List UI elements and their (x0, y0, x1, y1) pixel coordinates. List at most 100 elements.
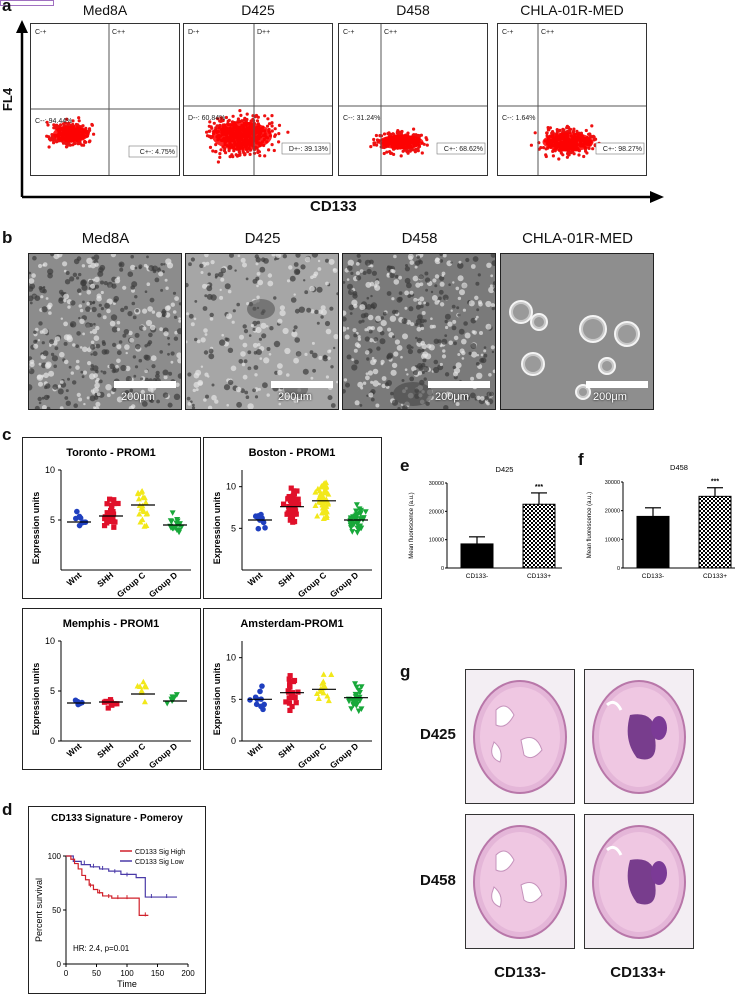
data-point (320, 678, 327, 685)
data-point (350, 514, 357, 520)
data-point (142, 499, 149, 505)
dot-series (72, 508, 89, 529)
category-label: Group C (115, 570, 147, 598)
data-point (258, 703, 264, 710)
data-point (289, 508, 295, 514)
data-point (74, 698, 81, 705)
quadrant-ul-label: D-+ (188, 29, 199, 36)
panel-label-c: c (2, 425, 12, 444)
data-point (287, 679, 293, 685)
data-point (111, 701, 117, 707)
data-point (107, 515, 113, 522)
data-point (76, 513, 83, 520)
data-point (259, 683, 265, 689)
data-point (111, 497, 117, 503)
micro-image: 200μm (500, 253, 654, 410)
data-point (285, 688, 291, 694)
micro-image: 200μm (342, 253, 496, 410)
legend-label: CD133 Sig Low (135, 859, 185, 866)
legend-label: CD133 Sig High (135, 849, 185, 856)
data-point (111, 524, 117, 530)
quadrant-lr-label: C+-: 68.62% (444, 146, 483, 153)
data-point (353, 684, 360, 691)
survival-y-tick: 0 (57, 960, 62, 969)
data-point (141, 682, 148, 689)
data-point (356, 689, 363, 696)
category-label: Group D (147, 570, 179, 598)
data-point (357, 525, 364, 531)
data-point (354, 521, 361, 528)
data-point (138, 489, 145, 495)
cell-texture (29, 254, 181, 409)
data-point (320, 671, 327, 677)
data-point (320, 689, 327, 696)
dot-series (247, 683, 267, 713)
data-point (169, 510, 176, 516)
data-point (353, 508, 360, 515)
data-point (104, 520, 110, 526)
data-point (291, 518, 298, 525)
scale-label: 200μm (278, 391, 312, 403)
data-point (141, 508, 148, 514)
data-point (286, 676, 292, 682)
bar-y-tick: 0 (441, 566, 444, 572)
bar-chart-title: D458 (670, 463, 688, 472)
data-point (108, 507, 114, 514)
flow-x-label: CD133 (310, 198, 357, 215)
category-label: Group C (115, 741, 147, 769)
data-point (110, 519, 117, 525)
data-point (262, 524, 268, 531)
dot-series (101, 496, 121, 530)
quadrant-ul-label: C-+ (502, 29, 513, 36)
data-point (358, 684, 365, 690)
survival-x-tick: 100 (120, 969, 134, 978)
dot-series (167, 510, 185, 536)
flow-plot-title: CHLA-01R-MED (520, 2, 624, 18)
panel-label-g: g (400, 662, 411, 681)
data-point (141, 698, 148, 705)
data-point (295, 496, 301, 502)
data-point (324, 499, 331, 506)
y-tick-label: 10 (45, 465, 55, 475)
category-label: SHH (276, 741, 296, 760)
cell-texture (509, 300, 640, 400)
data-point (293, 511, 299, 517)
dot-series (252, 511, 268, 532)
quadrant-ur-label: C++ (384, 29, 397, 36)
data-point (328, 671, 335, 677)
data-point (115, 500, 121, 507)
quadrant-ur-label: C++ (112, 29, 125, 36)
data-point (101, 522, 108, 529)
data-point (287, 707, 293, 714)
panel-label-f: f (578, 450, 584, 469)
category-label: SHH (276, 570, 296, 589)
data-point (174, 518, 181, 525)
bar-category-label: CD133+ (527, 573, 551, 580)
data-point (109, 502, 115, 508)
bar-y-tick: 20000 (605, 509, 620, 515)
data-point (291, 488, 297, 494)
data-point (169, 525, 176, 532)
bar (522, 503, 556, 569)
bar-chart-d458: D458 Mean fluorescence (a.u.) 0 10000 20000 3… (587, 463, 735, 580)
histology-section (465, 814, 575, 949)
data-point (140, 678, 147, 685)
flow-y-label: FL4 (0, 87, 16, 112)
data-point (137, 683, 144, 689)
survival-title: CD133 Signature - Pomeroy (51, 813, 183, 824)
data-point (353, 692, 360, 699)
bar-chart-d425: D425 Mean fluorescence (a.u.) 0 10000 20000 3… (409, 465, 562, 580)
y-tick-label: 0 (50, 736, 55, 746)
histology-column-label: CD133- (494, 964, 546, 981)
data-point (351, 700, 358, 707)
expression-title: Boston - PROM1 (249, 447, 336, 459)
expression-y-label: Expression units (31, 492, 41, 565)
flow-plot: C-+ C++ C--: 94.44% C+-: 4.75% (30, 23, 180, 176)
quadrant-ll-label: D--: 60.84% (188, 115, 225, 122)
data-point (295, 501, 302, 507)
data-point (289, 703, 295, 710)
data-point (254, 514, 261, 520)
expression-plot: Memphis - PROM1 Expression units 0 5 10 Wnt SH… (22, 608, 201, 770)
flow-axes (16, 20, 664, 203)
